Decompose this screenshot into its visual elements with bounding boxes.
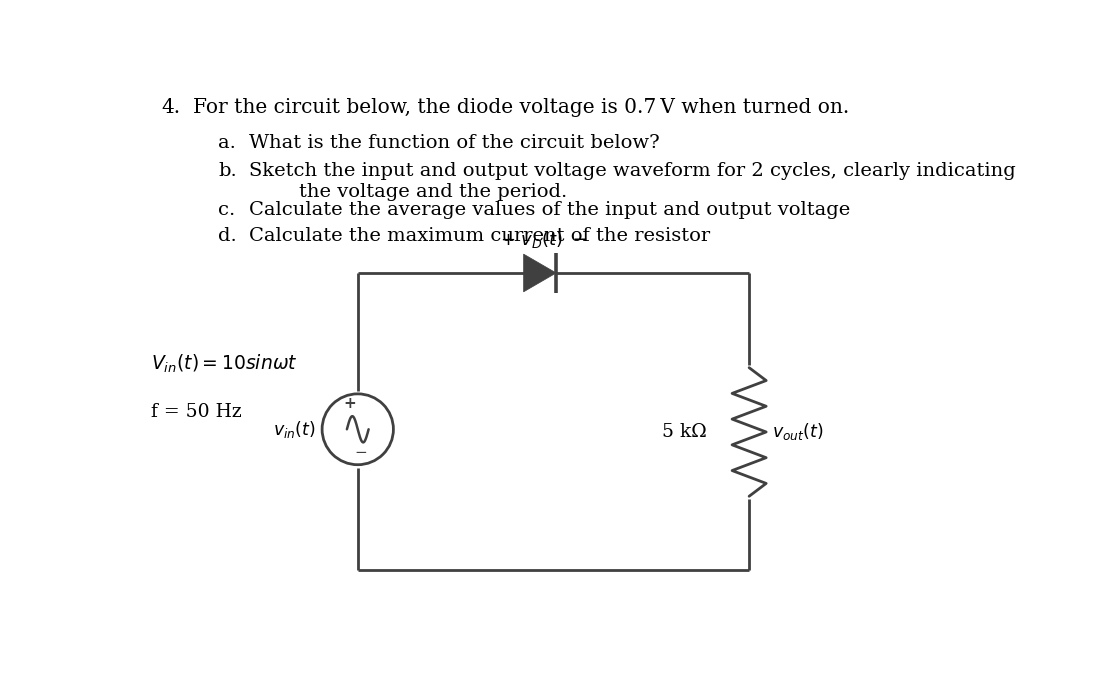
Text: Calculate the average values of the input and output voltage: Calculate the average values of the inpu… [250, 200, 851, 219]
Text: For the circuit below, the diode voltage is 0.7 V when turned on.: For the circuit below, the diode voltage… [193, 98, 849, 117]
Text: 4.: 4. [162, 98, 181, 117]
Text: $+\ v_D(t)\ -$: $+\ v_D(t)\ -$ [500, 229, 587, 250]
Text: c.: c. [218, 200, 235, 219]
Text: $V_{in}(t) = 10sin\omega t$: $V_{in}(t) = 10sin\omega t$ [151, 353, 298, 375]
Text: b.: b. [218, 162, 237, 180]
Text: +: + [344, 396, 356, 412]
Text: a.: a. [218, 134, 237, 152]
Text: What is the function of the circuit below?: What is the function of the circuit belo… [250, 134, 660, 152]
Text: Calculate the maximum current of the resistor: Calculate the maximum current of the res… [250, 227, 711, 245]
Text: 5 kΩ: 5 kΩ [661, 423, 706, 441]
Text: f = 50 Hz: f = 50 Hz [151, 403, 242, 420]
Polygon shape [523, 254, 556, 292]
Text: Sketch the input and output voltage waveform for 2 cycles, clearly indicating
  : Sketch the input and output voltage wave… [250, 162, 1016, 201]
Text: $v_{out}(t)$: $v_{out}(t)$ [772, 422, 823, 443]
Text: −: − [355, 445, 367, 460]
Text: $v_{in}(t)$: $v_{in}(t)$ [273, 419, 315, 440]
Text: d.: d. [218, 227, 237, 245]
